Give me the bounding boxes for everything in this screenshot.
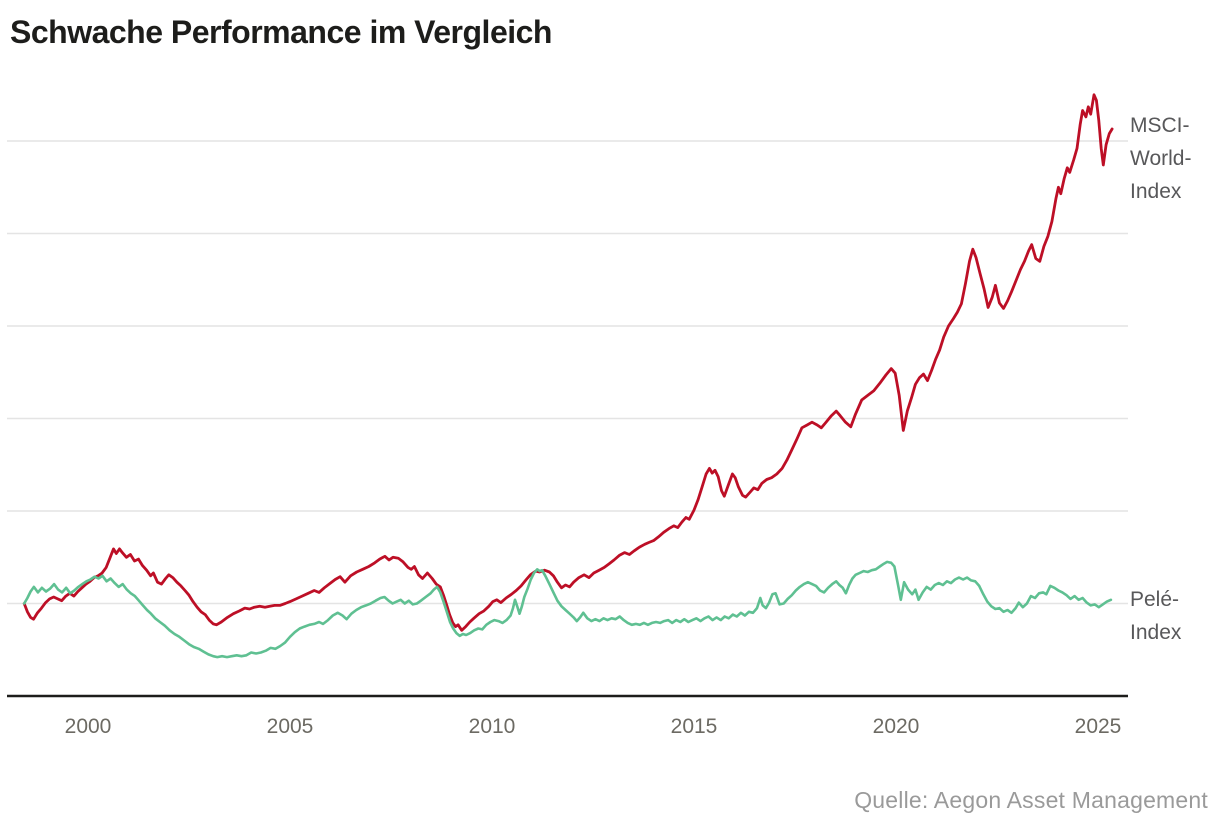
x-tick-label-2020: 2020 xyxy=(873,715,920,738)
pele-index-label: Pelé- Index xyxy=(1130,588,1182,644)
x-tick-label-2000: 2000 xyxy=(65,715,112,738)
x-tick-label-2015: 2015 xyxy=(671,715,718,738)
x-tick-label-2010: 2010 xyxy=(469,715,516,738)
x-tick-label-2025: 2025 xyxy=(1075,715,1122,738)
chart-title: Schwache Performance im Vergleich xyxy=(10,14,552,50)
msci-world-index-line xyxy=(22,93,1114,632)
pele-index-line xyxy=(22,560,1113,659)
msci-world-index-label: MSCI- World- Index xyxy=(1130,114,1192,203)
x-tick-label-2005: 2005 xyxy=(267,715,314,738)
source-attribution: Quelle: Aegon Asset Management xyxy=(854,787,1208,813)
